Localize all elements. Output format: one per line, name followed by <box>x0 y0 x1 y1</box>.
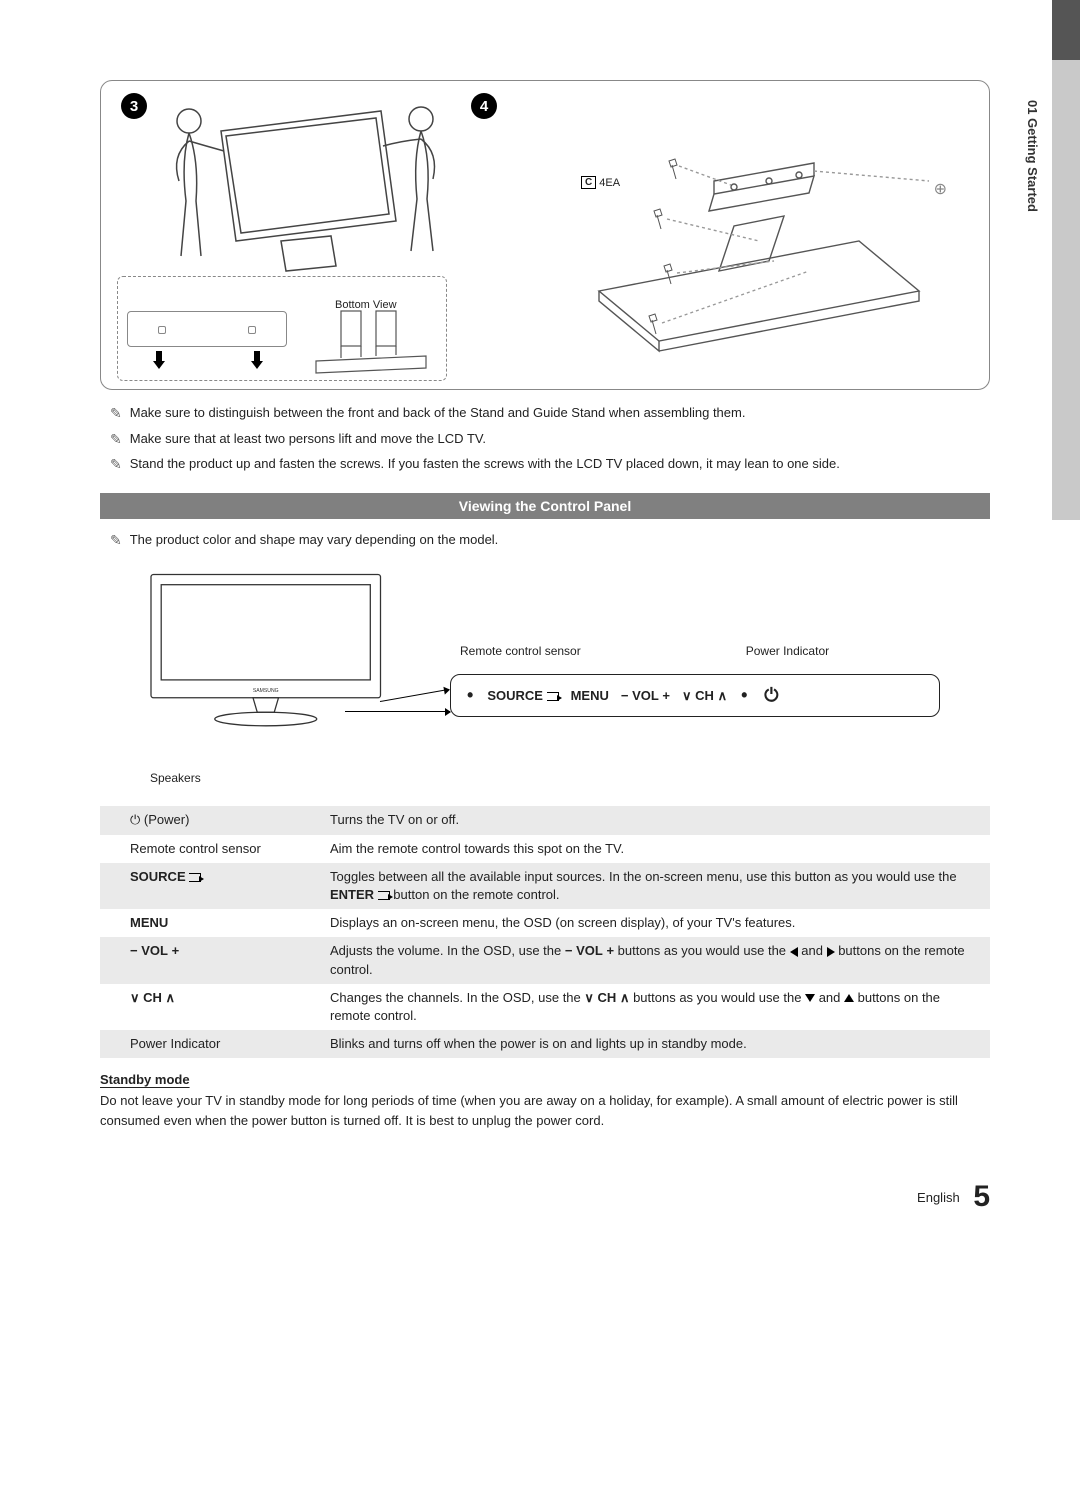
control-panel-diagram: SAMSUNG Speakers Remote control sensor P… <box>120 566 990 796</box>
arrow-down-icon <box>251 351 263 369</box>
pointer-line <box>345 711 450 712</box>
two-people-lifting-tv <box>151 91 451 291</box>
panel-note: ✎ The product color and shape may vary d… <box>110 531 990 551</box>
page-number: 5 <box>973 1180 990 1213</box>
note-2: ✎ Make sure that at least two persons li… <box>110 430 990 450</box>
note-icon: ✎ <box>110 455 122 475</box>
stand-leg-detail <box>311 306 431 376</box>
assembly-illustration: 3 4 Bottom View <box>100 80 990 390</box>
standby-heading: Standby mode <box>100 1072 990 1087</box>
step-badge-4: 4 <box>471 93 497 119</box>
page-footer: English 5 <box>100 1180 990 1214</box>
side-label: 01 Getting Started <box>1025 100 1040 212</box>
table-row: ⏻ (Power) Turns the TV on or off. <box>100 806 990 834</box>
remote-sensor-label: Remote control sensor <box>460 644 581 658</box>
power-indicator-label: Power Indicator <box>746 644 829 658</box>
step-badge-3: 3 <box>121 93 147 119</box>
stand-bottom-plate <box>127 311 287 347</box>
indicator-dot: • <box>741 685 747 706</box>
table-row: Remote control sensor Aim the remote con… <box>100 835 990 863</box>
down-arrow-icon <box>805 994 815 1002</box>
menu-label: MENU <box>571 688 609 703</box>
table-row: MENU Displays an on-screen menu, the OSD… <box>100 909 990 937</box>
note-icon: ✎ <box>110 404 122 424</box>
screwdriver-icon: ⊕ <box>934 179 947 199</box>
row-label: MENU <box>100 909 320 937</box>
control-table: ⏻ (Power) Turns the TV on or off. Remote… <box>100 806 990 1058</box>
row-label: SOURCE <box>100 863 320 909</box>
up-arrow-icon <box>844 994 854 1002</box>
row-label: Remote control sensor <box>100 835 320 863</box>
row-label: − VOL + <box>100 937 320 983</box>
enter-icon <box>378 891 390 900</box>
row-desc: Adjusts the volume. In the OSD, use the … <box>320 937 990 983</box>
table-row: Power Indicator Blinks and turns off whe… <box>100 1030 990 1058</box>
note-icon: ✎ <box>110 531 122 551</box>
row-desc: Blinks and turns off when the power is o… <box>320 1030 990 1058</box>
note-text: Make sure to distinguish between the fro… <box>130 404 746 424</box>
vol-label: − VOL + <box>621 688 670 703</box>
button-strip: • SOURCE MENU − VOL + ∨ CH ∧ • ⏻ <box>450 674 940 717</box>
row-label: Power Indicator <box>100 1030 320 1058</box>
c-box: C <box>581 176 596 189</box>
screw-c-label: C 4EA <box>581 176 620 189</box>
section-header: Viewing the Control Panel <box>100 493 990 519</box>
ch-label: ∨ CH ∧ <box>682 688 727 704</box>
note-icon: ✎ <box>110 430 122 450</box>
stand-with-screws <box>559 121 959 371</box>
note-text: The product color and shape may vary dep… <box>130 531 499 551</box>
right-arrow-icon <box>827 947 835 957</box>
power-icon: ⏻ <box>761 686 781 706</box>
c-qty: 4EA <box>599 177 620 189</box>
panel-top-labels: Remote control sensor Power Indicator <box>460 644 829 658</box>
row-desc: Changes the channels. In the OSD, use th… <box>320 984 990 1030</box>
svg-text:SAMSUNG: SAMSUNG <box>253 688 279 694</box>
sensor-dot: • <box>467 685 473 706</box>
left-arrow-icon <box>790 947 798 957</box>
arrow-down-icon <box>153 351 165 369</box>
row-desc: Toggles between all the available input … <box>320 863 990 909</box>
standby-text: Do not leave your TV in standby mode for… <box>100 1091 990 1130</box>
note-1: ✎ Make sure to distinguish between the f… <box>110 404 990 424</box>
row-desc: Aim the remote control towards this spot… <box>320 835 990 863</box>
power-icon: ⏻ <box>130 812 140 827</box>
row-desc: Turns the TV on or off. <box>320 806 990 834</box>
source-icon <box>547 692 559 701</box>
table-row: − VOL + Adjusts the volume. In the OSD, … <box>100 937 990 983</box>
source-icon <box>189 873 201 882</box>
row-label: ⏻ (Power) <box>100 806 320 834</box>
note-3: ✎ Stand the product up and fasten the sc… <box>110 455 990 475</box>
footer-lang: English <box>917 1190 960 1205</box>
note-text: Stand the product up and fasten the scre… <box>130 455 840 475</box>
table-row: SOURCE Toggles between all the available… <box>100 863 990 909</box>
note-text: Make sure that at least two persons lift… <box>130 430 486 450</box>
row-label: ∨ CH ∧ <box>100 984 320 1030</box>
row-desc: Displays an on-screen menu, the OSD (on … <box>320 909 990 937</box>
speakers-label: Speakers <box>150 771 201 785</box>
source-label: SOURCE <box>487 688 558 703</box>
table-row: ∨ CH ∧ Changes the channels. In the OSD,… <box>100 984 990 1030</box>
